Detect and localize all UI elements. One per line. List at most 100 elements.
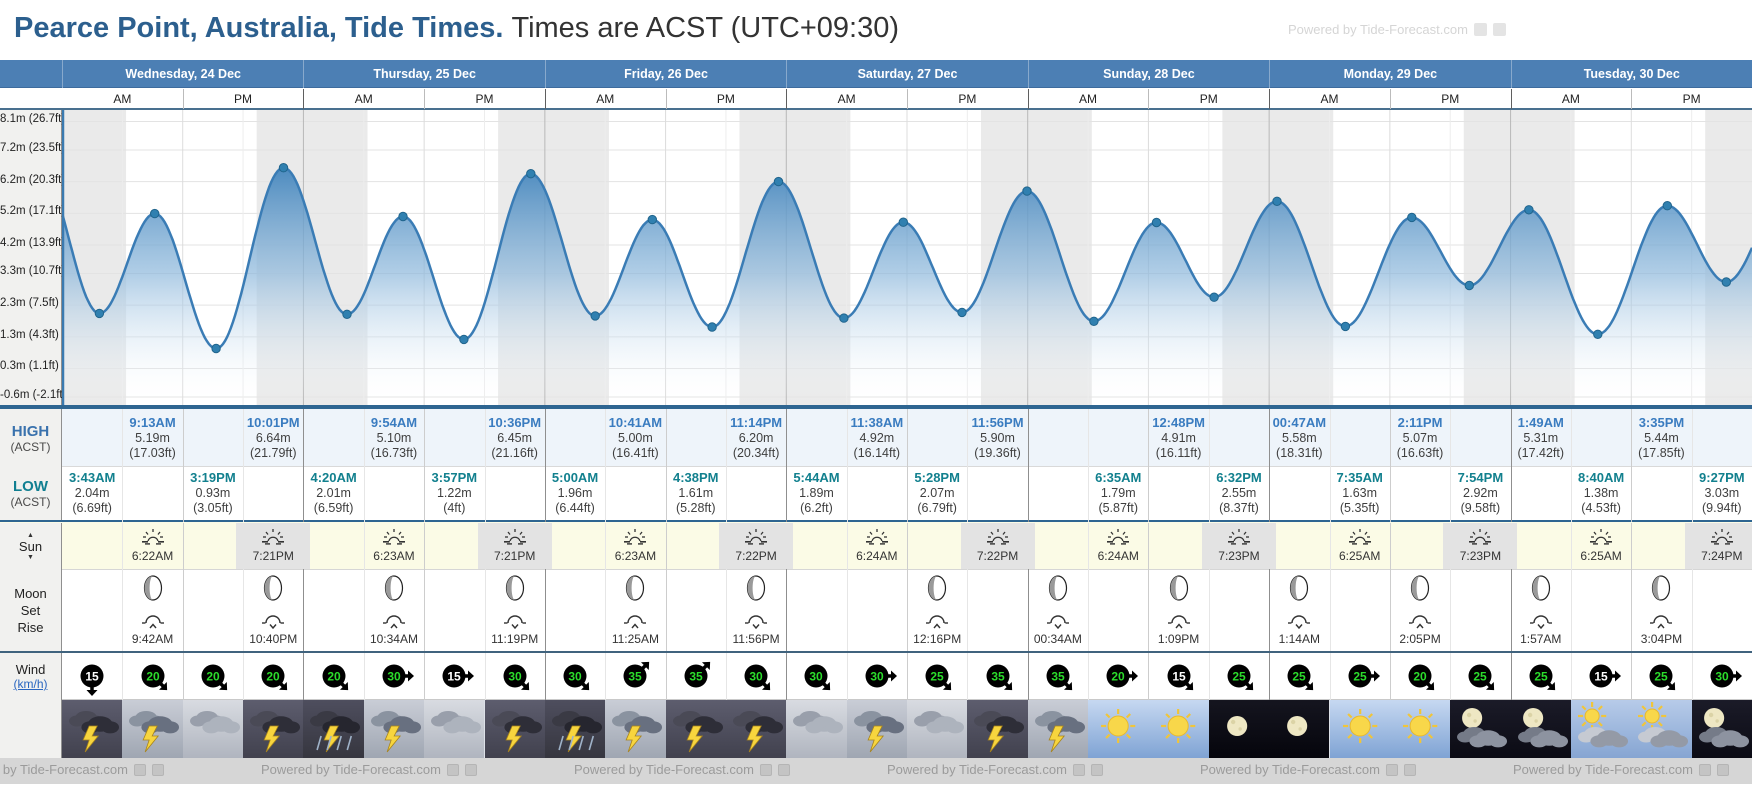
ampm-label-pm: PM bbox=[234, 92, 253, 106]
cell-divider bbox=[665, 570, 667, 651]
low-tide-entry: 4:38PM 1.61m (5.28ft) bbox=[648, 470, 744, 517]
low-tide-entry: 6:32PM 2.55m (8.37ft) bbox=[1191, 470, 1287, 517]
high-tide-entry: 3:35PM 5.44m (17.85ft) bbox=[1613, 415, 1709, 462]
moonset-icon bbox=[1046, 611, 1070, 635]
day-header: Monday, 29 Dec bbox=[1269, 60, 1510, 88]
powered-by-footer[interactable]: Powered by Tide-Forecast.com bbox=[1200, 762, 1416, 777]
moonrise-icon bbox=[382, 611, 406, 635]
low-tide-height-m: 1.63m bbox=[1342, 485, 1378, 500]
wind-cell: 20 bbox=[1097, 655, 1139, 702]
share-icon[interactable] bbox=[446, 763, 459, 776]
share-icon[interactable] bbox=[777, 763, 790, 776]
cell-divider bbox=[1691, 409, 1693, 522]
share-icon[interactable] bbox=[1698, 763, 1711, 776]
wind-cell: 20 bbox=[313, 655, 355, 702]
powered-by-footer[interactable]: Powered by Tide-Forecast.com bbox=[1513, 762, 1729, 777]
powered-by-footer[interactable]: Powered by Tide-Forecast.com bbox=[261, 762, 477, 777]
powered-by-footer-label[interactable]: Powered by Tide-Forecast.com bbox=[0, 762, 128, 777]
ampm-label-pm: PM bbox=[1199, 92, 1218, 106]
cell-divider bbox=[363, 523, 365, 570]
cell-divider bbox=[1450, 409, 1452, 522]
tide-extreme-dot bbox=[150, 208, 160, 219]
ampm-divider bbox=[907, 89, 908, 109]
powered-by-top-label[interactable]: Powered by Tide-Forecast.com bbox=[1288, 22, 1468, 37]
share-icon[interactable] bbox=[1072, 763, 1085, 776]
share-icon[interactable] bbox=[1090, 763, 1103, 776]
share-icon[interactable] bbox=[1403, 763, 1416, 776]
share-icon[interactable] bbox=[1473, 23, 1487, 36]
cell-divider bbox=[846, 523, 848, 570]
share-icon[interactable] bbox=[151, 763, 164, 776]
cell-divider bbox=[725, 409, 727, 522]
low-tide-height-ft: (4.53ft) bbox=[1581, 501, 1621, 515]
powered-by-footer[interactable]: Powered by Tide-Forecast.com bbox=[887, 762, 1103, 777]
high-tide-entry: 2:11PM 5.07m (16.63ft) bbox=[1372, 415, 1468, 462]
wind-speed: 30 bbox=[870, 669, 884, 683]
wind-arrow-icon: 35 bbox=[1046, 664, 1073, 691]
moon-phase-icon bbox=[927, 575, 947, 606]
cell-divider bbox=[303, 570, 305, 651]
cell-divider bbox=[182, 570, 184, 651]
high-tide-height-m: 4.92m bbox=[859, 430, 895, 445]
moon-phase-icon bbox=[625, 575, 645, 606]
cell-divider bbox=[544, 653, 546, 700]
powered-by-footer-label[interactable]: Powered by Tide-Forecast.com bbox=[574, 762, 754, 777]
sunrise-arrow-icon: ▲ bbox=[27, 532, 34, 539]
cell-divider bbox=[1208, 570, 1210, 651]
share-icon[interactable] bbox=[133, 763, 146, 776]
weather-icon-cloudy bbox=[424, 700, 485, 758]
low-tide-height-ft: (6.79ft) bbox=[917, 501, 957, 515]
cell-divider bbox=[1510, 409, 1512, 522]
cell-divider bbox=[907, 653, 908, 700]
sunrise-icon bbox=[1589, 528, 1613, 550]
wind-unit-link[interactable]: (km/h) bbox=[13, 677, 48, 691]
ampm-divider bbox=[1389, 89, 1391, 109]
cell-divider bbox=[1329, 570, 1331, 651]
share-icon[interactable] bbox=[1716, 763, 1729, 776]
low-tide-height-ft: (5.87ft) bbox=[1098, 501, 1139, 515]
powered-by-footer-label[interactable]: Powered by Tide-Forecast.com bbox=[261, 762, 441, 777]
powered-by-top[interactable]: Powered by Tide-Forecast.com bbox=[1288, 22, 1506, 37]
cell-divider bbox=[786, 570, 788, 651]
high-tide-height-ft: (21.16ft) bbox=[491, 446, 538, 460]
wind-arrow-icon: 20 bbox=[322, 664, 348, 691]
wind-cell: 20 bbox=[252, 655, 294, 702]
powered-by-footer[interactable]: Powered by Tide-Forecast.com bbox=[574, 762, 790, 777]
cell-divider bbox=[605, 523, 607, 570]
powered-by-footer-label[interactable]: Powered by Tide-Forecast.com bbox=[1513, 762, 1693, 777]
low-tide-time: 5:00AM bbox=[551, 470, 599, 485]
tide-extreme-dot bbox=[957, 307, 967, 318]
high-tide-entry: 11:14PM 6.20m (20.34ft) bbox=[708, 415, 804, 462]
wind-speed: 20 bbox=[206, 669, 220, 683]
ampm-label-am: AM bbox=[1561, 92, 1580, 106]
sunrise-icon bbox=[1106, 528, 1130, 550]
share-icon[interactable] bbox=[1492, 23, 1506, 36]
y-axis-area bbox=[0, 110, 62, 405]
low-tide-time: 6:32PM bbox=[1216, 470, 1262, 485]
low-tide-time: 3:43AM bbox=[69, 470, 116, 485]
low-tide-entry: 5:44AM 1.89m (6.2ft) bbox=[768, 470, 864, 517]
share-icon[interactable] bbox=[464, 763, 477, 776]
high-tide-height-m: 5.19m bbox=[135, 430, 170, 445]
high-tide-height-ft: (16.63ft) bbox=[1396, 446, 1444, 460]
cell-divider bbox=[967, 653, 969, 700]
low-tide-entry: 8:40AM 1.38m (4.53ft) bbox=[1553, 470, 1649, 517]
share-icon[interactable] bbox=[1385, 763, 1398, 776]
wind-arrow-icon: 30 bbox=[563, 664, 590, 691]
wind-speed: 25 bbox=[1534, 669, 1548, 683]
wind-speed: 25 bbox=[930, 669, 944, 683]
wind-cell: 20 bbox=[1399, 655, 1441, 702]
wind-speed: 35 bbox=[991, 669, 1005, 683]
sunset-icon bbox=[1710, 528, 1734, 550]
chart-bottom-border bbox=[0, 405, 1752, 409]
powered-by-footer-label[interactable]: Powered by Tide-Forecast.com bbox=[887, 762, 1067, 777]
wind-speed: 35 bbox=[689, 669, 703, 683]
powered-by-footer[interactable]: Powered by Tide-Forecast.com bbox=[0, 762, 164, 777]
low-tide-height-m: 2.07m bbox=[919, 485, 955, 500]
powered-by-footer-label[interactable]: Powered by Tide-Forecast.com bbox=[1200, 762, 1380, 777]
share-icon[interactable] bbox=[759, 763, 772, 776]
wind-speed: 30 bbox=[810, 669, 824, 683]
wind-speed: 20 bbox=[327, 669, 341, 683]
ampm-label-pm: PM bbox=[958, 92, 977, 106]
high-tide-entry: 11:38AM 4.92m (16.14ft) bbox=[829, 415, 925, 462]
